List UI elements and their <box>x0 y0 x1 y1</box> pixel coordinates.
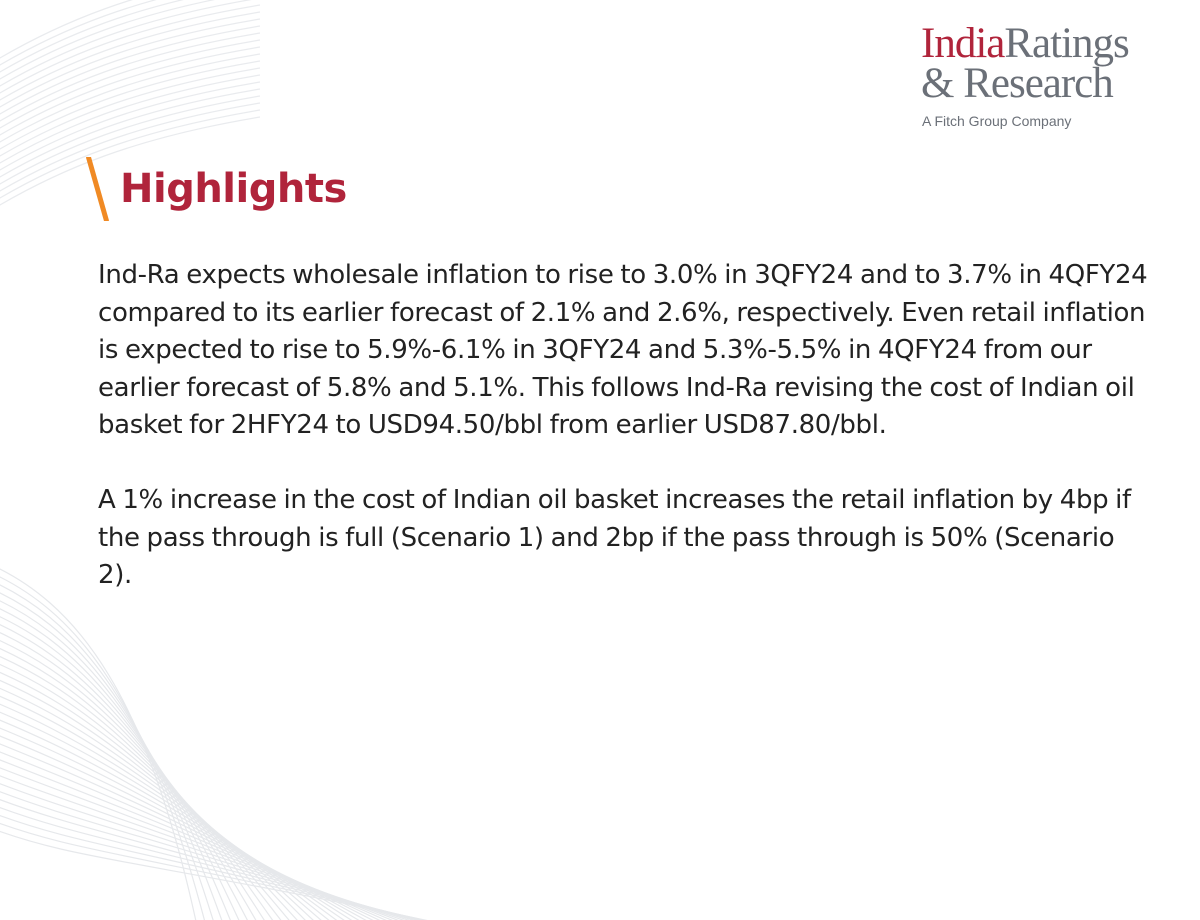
section-heading: Highlights <box>86 156 347 222</box>
background-wave-line <box>0 711 345 920</box>
background-wave-line <box>0 0 216 80</box>
logo-line-2: & Research <box>921 60 1114 107</box>
background-wave-line <box>0 735 367 920</box>
background-wave-line <box>0 663 298 920</box>
background-wave-line <box>0 616 248 920</box>
background-wave-line <box>0 719 353 920</box>
background-wave-line <box>0 695 330 920</box>
background-wave-line <box>0 640 274 920</box>
background-wave-line <box>0 624 257 920</box>
background-wave-line <box>0 53 261 143</box>
highlight-paragraph-1: Ind-Ra expects wholesale inflation to ri… <box>98 260 1148 440</box>
background-wave-line <box>0 807 419 920</box>
background-wave-line <box>0 0 133 59</box>
background-wave-line <box>0 568 197 920</box>
background-wave-line <box>0 0 253 87</box>
highlights-body: Ind-Ra expects wholesale inflation to ri… <box>98 257 1148 595</box>
background-wave-line <box>0 67 261 157</box>
background-wave-line <box>0 679 314 920</box>
background-wave-line <box>0 18 261 108</box>
background-wave-line <box>0 4 261 94</box>
background-wave-line <box>0 751 381 920</box>
highlight-paragraph-2: A 1% increase in the cost of Indian oil … <box>98 485 1131 590</box>
background-wave-line <box>0 671 306 920</box>
logo-word-india: India <box>921 20 1005 67</box>
background-wave-line <box>0 822 426 920</box>
logo-line-1: IndiaRatings <box>921 22 1181 65</box>
background-wave-line <box>0 799 415 920</box>
background-wave-line <box>0 775 399 920</box>
logo-word-ratings: Ratings <box>1004 20 1129 67</box>
background-wave-line <box>0 576 205 920</box>
background-wave-line <box>0 830 428 920</box>
background-wave-line <box>0 0 157 66</box>
background-wave-line <box>0 703 338 920</box>
background-wave-line <box>0 743 374 920</box>
background-wave-line <box>0 39 261 129</box>
background-wave-line <box>0 814 423 920</box>
background-wave-line <box>0 25 261 115</box>
background-wave-line <box>0 11 261 101</box>
page-title: Highlights <box>120 166 347 212</box>
india-ratings-logo: IndiaRatings & Research A Fitch Group Co… <box>921 22 1181 129</box>
background-wave-line <box>0 60 261 150</box>
background-wave-line <box>0 687 322 920</box>
background-wave-line <box>0 727 360 920</box>
background-wave-line <box>0 0 184 73</box>
background-wave-line <box>0 32 261 122</box>
background-wave-line <box>0 600 231 920</box>
background-wave-line <box>0 791 410 920</box>
background-wave-line <box>0 584 214 920</box>
background-wave-line <box>0 46 261 136</box>
background-wave-line <box>0 759 387 920</box>
background-wave-line <box>0 767 394 920</box>
accent-slash-icon <box>86 157 110 221</box>
background-wave-line <box>0 647 282 920</box>
background-wave-line <box>0 608 240 920</box>
logo-tagline: A Fitch Group Company <box>922 113 1072 129</box>
background-wave-line <box>0 592 223 920</box>
background-wave-line <box>0 655 290 920</box>
background-wave-line <box>0 632 265 920</box>
background-wave-line <box>0 783 405 920</box>
